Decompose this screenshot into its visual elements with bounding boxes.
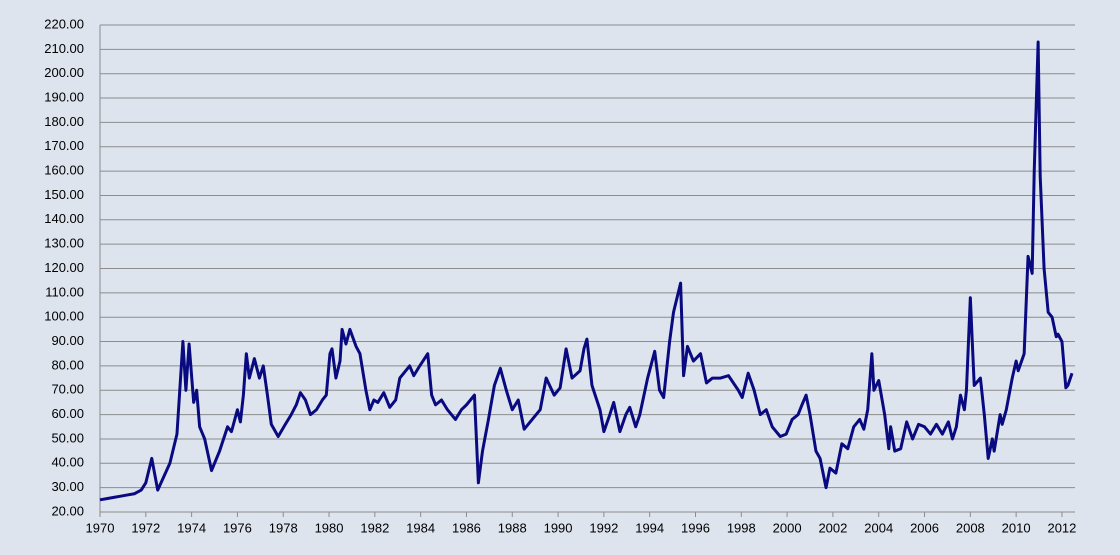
x-tick-label: 1974 [177,520,206,535]
y-tick-label: 190.00 [44,89,84,104]
y-tick-label: 110.00 [45,284,84,299]
y-tick-label: 130.00 [44,236,84,251]
x-tick-label: 1986 [452,520,481,535]
x-tick-label: 1992 [589,520,618,535]
y-tick-label: 120.00 [44,260,84,275]
y-tick-label: 50.00 [51,430,84,445]
y-tick-label: 180.00 [44,114,84,129]
x-tick-label: 1972 [131,520,160,535]
y-tick-label: 40.00 [51,455,84,470]
y-tick-label: 60.00 [51,406,84,421]
x-tick-label: 2008 [956,520,985,535]
y-tick-label: 170.00 [44,138,84,153]
x-tick-label: 1978 [269,520,298,535]
x-tick-label: 2010 [1002,520,1031,535]
y-tick-label: 80.00 [51,357,84,372]
x-tick-label: 1996 [681,520,710,535]
x-tick-label: 2002 [818,520,847,535]
y-tick-label: 200.00 [44,65,84,80]
x-tick-label: 2004 [864,520,893,535]
y-tick-label: 220.00 [44,16,84,31]
x-tick-label: 2006 [910,520,939,535]
x-tick-label: 1998 [727,520,756,535]
x-tick-label: 1980 [315,520,344,535]
x-tick-label: 1988 [498,520,527,535]
x-tick-label: 1982 [360,520,389,535]
y-tick-label: 100.00 [44,309,84,324]
x-tick-label: 1976 [223,520,252,535]
x-tick-label: 1990 [544,520,573,535]
y-tick-label: 70.00 [51,382,84,397]
y-tick-label: 20.00 [51,503,84,518]
x-tick-label: 2012 [1047,520,1076,535]
y-tick-label: 210.00 [44,41,84,56]
data-line [99,40,1074,502]
y-tick-label: 90.00 [51,333,84,348]
x-tick-label: 1994 [635,520,664,535]
x-tick-label: 1970 [86,520,115,535]
x-tick-label: 1984 [406,520,435,535]
y-tick-label: 30.00 [51,479,84,494]
y-tick-label: 140.00 [44,211,84,226]
y-tick-label: 160.00 [44,163,84,178]
y-tick-label: 150.00 [44,187,84,202]
x-tick-label: 2000 [773,520,802,535]
